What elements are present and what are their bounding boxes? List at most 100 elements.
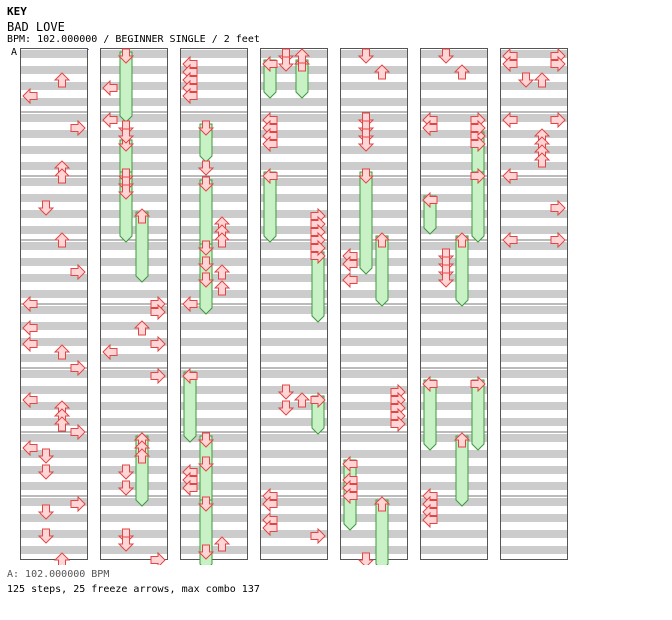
- step-arrow-right: [70, 263, 86, 281]
- stripe: [340, 338, 408, 346]
- stripe: [260, 306, 328, 314]
- step-arrow-up: [53, 232, 71, 248]
- stripe: [100, 514, 168, 522]
- stripe: [180, 530, 248, 538]
- stripe: [20, 482, 88, 490]
- freeze-arrow-up: [135, 211, 149, 283]
- stripe: [180, 258, 248, 266]
- chart-stats: 125 steps, 25 freeze arrows, max combo 1…: [7, 584, 260, 595]
- stripe: [180, 322, 248, 330]
- step-arrow-left: [22, 295, 38, 313]
- stripe: [340, 482, 408, 490]
- freeze-arrow-right: [471, 379, 485, 451]
- stripe: [100, 178, 168, 186]
- stripe: [500, 130, 568, 138]
- stripe: [100, 482, 168, 490]
- stripe: [420, 514, 488, 522]
- stripe: [340, 114, 408, 122]
- stripe: [100, 370, 168, 378]
- stripe: [100, 130, 168, 138]
- step-arrow-left: [422, 119, 438, 137]
- step-arrow-right: [310, 239, 326, 257]
- stripe: [340, 242, 408, 250]
- step-arrow-left: [502, 167, 518, 185]
- chart-column-7: [500, 47, 568, 560]
- stripe: [260, 114, 328, 122]
- stripe: [260, 354, 328, 362]
- step-arrow-down: [117, 184, 135, 200]
- column-border: [20, 48, 88, 560]
- stripe: [180, 546, 248, 554]
- stripe: [340, 274, 408, 282]
- freeze-arrow-right: [471, 171, 485, 243]
- stripe: [20, 466, 88, 474]
- stripe: [180, 226, 248, 234]
- step-arrow-down: [197, 456, 215, 472]
- stripe: [20, 178, 88, 186]
- step-arrow-down: [357, 136, 375, 152]
- stripe: [180, 434, 248, 442]
- stripe: [500, 530, 568, 538]
- step-arrow-down: [197, 544, 215, 560]
- stripe: [100, 322, 168, 330]
- stripe: [340, 498, 408, 506]
- stripe: [260, 370, 328, 378]
- stripe: [340, 322, 408, 330]
- stripe: [260, 386, 328, 394]
- freeze-head-down: [197, 432, 215, 448]
- stripe: [100, 450, 168, 458]
- stripe: [180, 402, 248, 410]
- stripe: [500, 146, 568, 154]
- stripe: [100, 194, 168, 202]
- stripe: [500, 338, 568, 346]
- stripe: [180, 130, 248, 138]
- step-arrow-down: [437, 272, 455, 288]
- stripe: [260, 178, 328, 186]
- column-border: [500, 48, 568, 560]
- step-arrow-down: [277, 56, 295, 72]
- step-arrow-right: [70, 119, 86, 137]
- step-arrow-down: [437, 48, 455, 64]
- step-arrow-down: [37, 528, 55, 544]
- step-arrow-left: [262, 519, 278, 537]
- stripe: [100, 418, 168, 426]
- step-arrow-down: [117, 128, 135, 144]
- stripe: [420, 466, 488, 474]
- stripe: [100, 226, 168, 234]
- stripe: [500, 226, 568, 234]
- stripe: [180, 418, 248, 426]
- stripe: [20, 162, 88, 170]
- stripe: [420, 450, 488, 458]
- stripe: [340, 546, 408, 554]
- stripe: [100, 354, 168, 362]
- stripe: [340, 354, 408, 362]
- stripe: [180, 450, 248, 458]
- stripe: [180, 82, 248, 90]
- step-arrow-up: [53, 168, 71, 184]
- stripe: [260, 258, 328, 266]
- stripe: [20, 226, 88, 234]
- freeze-head-left: [262, 167, 278, 185]
- stripe: [420, 370, 488, 378]
- freeze-arrow-up: [375, 499, 389, 565]
- stripe: [180, 466, 248, 474]
- stripe: [20, 82, 88, 90]
- stripe: [420, 322, 488, 330]
- bpm-legend: A: 102.000000 BPM: [7, 569, 110, 580]
- stripe: [420, 290, 488, 298]
- stripe: [340, 434, 408, 442]
- stripe: [500, 242, 568, 250]
- step-arrow-left: [422, 511, 438, 529]
- stripe: [420, 434, 488, 442]
- stripe: [500, 66, 568, 74]
- step-arrow-right: [470, 135, 486, 153]
- freeze-head-up: [453, 232, 471, 248]
- stripe: [420, 178, 488, 186]
- stripe: [500, 466, 568, 474]
- stripe: [420, 82, 488, 90]
- step-arrow-up: [293, 48, 311, 64]
- stripe: [100, 306, 168, 314]
- stripe: [180, 66, 248, 74]
- stripe: [260, 530, 328, 538]
- stripe: [20, 514, 88, 522]
